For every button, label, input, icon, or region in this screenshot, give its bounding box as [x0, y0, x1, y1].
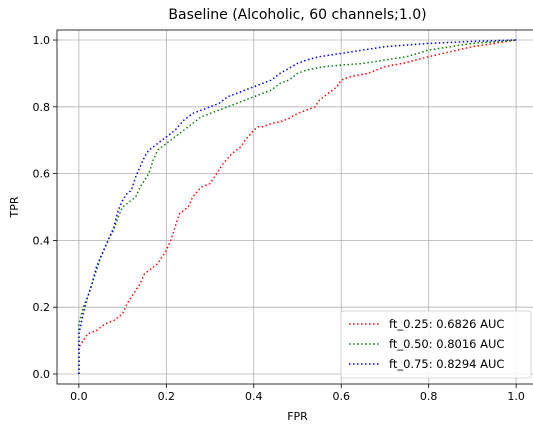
y-tick-label: 0.2: [33, 301, 51, 314]
y-tick-label: 0.0: [33, 368, 51, 381]
x-ticks: 0.0 0.2 0.4 0.6 0.8 1.0: [70, 384, 525, 403]
chart-title: Baseline (Alcoholic, 60 channels;1.0): [168, 7, 426, 23]
series-line-ft-0-75: [78, 39, 517, 374]
legend-label-ft-0-50: ft_0.50: 0.8016 AUC: [389, 337, 504, 351]
plot-frame: [56, 29, 533, 385]
legend-box: [340, 310, 532, 379]
y-tick-label: 0.6: [33, 168, 51, 181]
series-line-ft-0-25: [78, 39, 517, 374]
x-tick-label: 0.6: [332, 390, 350, 403]
x-tick-label: 0.0: [70, 390, 88, 403]
series-lines: [78, 39, 517, 374]
y-tick-label: 1.0: [33, 34, 51, 47]
legend: ft_0.25: 0.6826 AUC ft_0.50: 0.8016 AUC …: [340, 310, 532, 379]
legend-label-ft-0-25: ft_0.25: 0.6826 AUC: [389, 317, 504, 331]
y-axis-label: TPR: [8, 196, 21, 218]
x-axis-label: FPR: [287, 410, 308, 423]
x-tick-label: 0.8: [420, 390, 438, 403]
y-ticks: 0.0 0.2 0.4 0.6 0.8 1.0: [33, 34, 57, 381]
grid-lines: [57, 30, 533, 384]
legend-label-ft-0-75: ft_0.75: 0.8294 AUC: [389, 357, 504, 371]
x-tick-label: 0.4: [245, 390, 263, 403]
y-tick-label: 0.8: [33, 101, 51, 114]
x-tick-label: 0.2: [158, 390, 176, 403]
x-tick-label: 1.0: [507, 390, 525, 403]
y-tick-label: 0.4: [33, 234, 51, 247]
